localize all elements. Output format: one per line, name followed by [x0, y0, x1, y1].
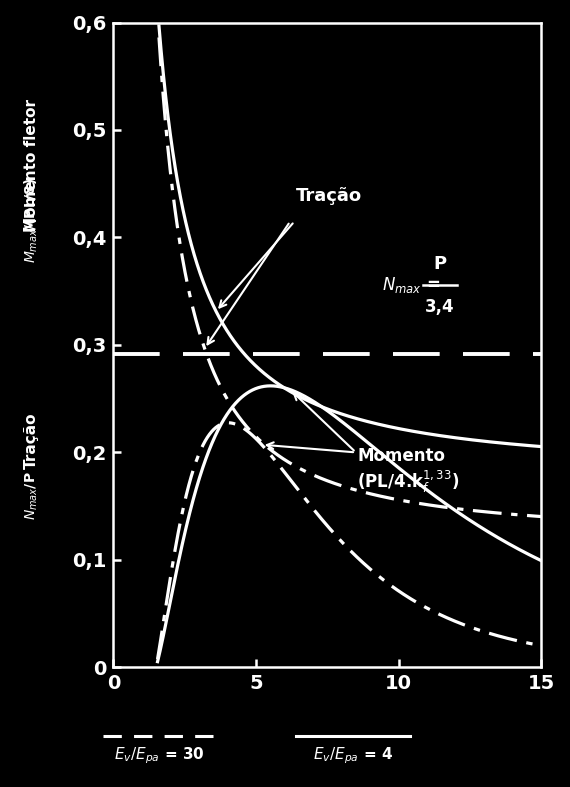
Text: $M_{max}$/(PL/8): $M_{max}$/(PL/8) — [23, 178, 40, 263]
Text: Momento fletor: Momento fletor — [24, 99, 39, 231]
Text: $E_v/E_{pa}$ = 4: $E_v/E_{pa}$ = 4 — [314, 745, 393, 766]
Text: $N_{max}$/P: $N_{max}$/P — [23, 471, 39, 520]
Text: Tração: Tração — [24, 412, 39, 469]
Text: Momento
(PL/4.k$_f^{1,33}$): Momento (PL/4.k$_f^{1,33}$) — [357, 447, 459, 495]
Text: $N_{max}$ =: $N_{max}$ = — [381, 275, 440, 295]
Text: $E_v/E_{pa}$ = 30: $E_v/E_{pa}$ = 30 — [114, 745, 205, 766]
Text: Tração: Tração — [296, 187, 362, 205]
Text: P: P — [434, 255, 447, 273]
Text: 3,4: 3,4 — [425, 298, 455, 316]
